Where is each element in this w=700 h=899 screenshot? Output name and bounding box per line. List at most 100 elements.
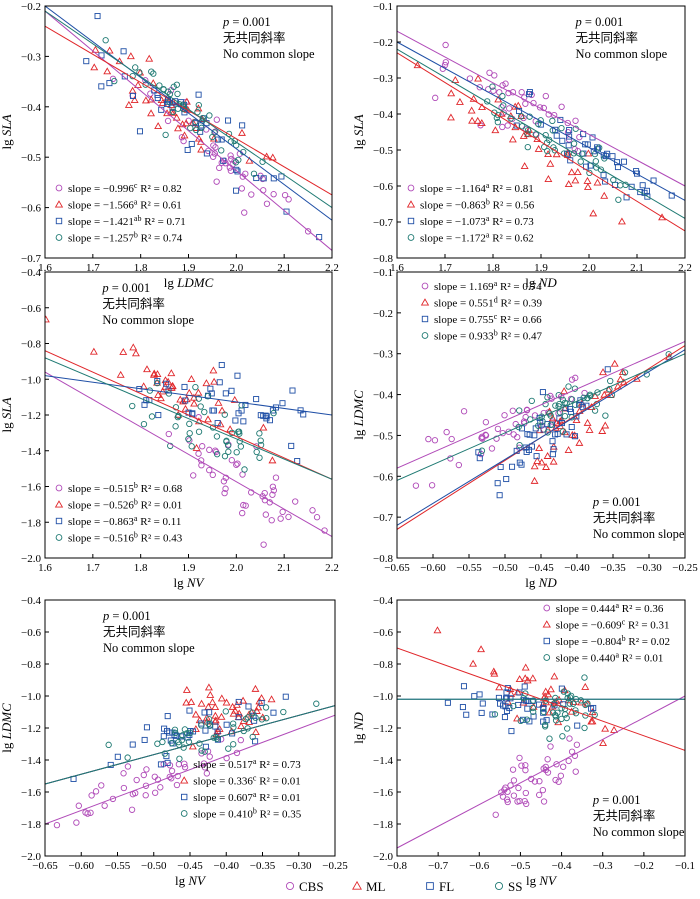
point-cbs bbox=[573, 741, 581, 748]
point-cbs bbox=[198, 750, 205, 757]
point-ml bbox=[543, 451, 552, 459]
point-ss bbox=[185, 435, 192, 443]
y-axis-label: lg ND bbox=[351, 712, 366, 744]
fit-line-fl bbox=[397, 349, 685, 526]
point-cbs bbox=[564, 119, 571, 127]
point-ss bbox=[564, 725, 571, 732]
point-ml bbox=[489, 667, 498, 675]
point-cbs bbox=[195, 450, 202, 457]
point-fl bbox=[590, 704, 597, 711]
point-ss bbox=[225, 448, 232, 455]
point-ml bbox=[564, 446, 573, 453]
point-cbs bbox=[488, 445, 496, 452]
point-ml bbox=[515, 675, 524, 683]
point-ml bbox=[181, 404, 190, 412]
point-fl bbox=[346, 415, 351, 420]
point-cbs bbox=[260, 187, 267, 194]
point-cbs bbox=[133, 776, 140, 784]
point-cbs bbox=[482, 419, 490, 426]
point-fl bbox=[559, 137, 566, 144]
point-ss bbox=[258, 716, 266, 723]
no-common-slope-cn: 无共同斜率 bbox=[103, 624, 166, 639]
x-tick-label: −0.50 bbox=[492, 562, 518, 574]
point-fl bbox=[245, 703, 252, 710]
point-ml bbox=[528, 674, 537, 682]
y-tick-label: −0.6 bbox=[21, 203, 41, 215]
point-cbs bbox=[486, 69, 493, 76]
point-fl bbox=[278, 173, 285, 180]
point-cbs bbox=[505, 428, 512, 435]
no-common-slope-en: No common slope bbox=[103, 641, 195, 655]
point-cbs bbox=[504, 798, 511, 806]
y-tick-label: −0.6 bbox=[373, 471, 393, 483]
point-fl bbox=[503, 476, 510, 483]
point-ml bbox=[469, 94, 478, 102]
no-common-slope-en: No common slope bbox=[593, 527, 685, 541]
point-ml bbox=[545, 708, 554, 716]
point-cbs bbox=[201, 764, 209, 771]
point-cbs bbox=[178, 134, 186, 141]
point-cbs bbox=[522, 789, 530, 797]
no-common-slope-cn: 无共同斜率 bbox=[102, 296, 165, 311]
legend-marker-fl bbox=[181, 793, 188, 801]
point-cbs bbox=[536, 791, 543, 799]
point-cbs bbox=[73, 819, 80, 826]
point-ss bbox=[173, 81, 181, 88]
point-cbs bbox=[518, 89, 525, 96]
point-fl bbox=[184, 146, 191, 154]
point-cbs bbox=[166, 773, 173, 781]
point-ml bbox=[172, 113, 181, 121]
point-cbs bbox=[154, 776, 162, 783]
point-cbs bbox=[490, 87, 497, 94]
point-cbs bbox=[572, 374, 579, 382]
legend-entry-ml: slope = 0.336c R² = 0.01 bbox=[193, 774, 301, 788]
legend-entry-ml: slope = −0.526b R² = 0.01 bbox=[68, 498, 182, 512]
y-axis-label: lg LDMC bbox=[0, 703, 14, 753]
point-ml bbox=[105, 46, 114, 54]
point-fl bbox=[525, 446, 532, 453]
point-cbs bbox=[238, 185, 245, 192]
point-ss bbox=[580, 394, 587, 401]
point-cbs bbox=[260, 541, 267, 548]
point-ml bbox=[214, 398, 223, 406]
point-ss bbox=[561, 413, 569, 420]
point-fl bbox=[521, 683, 528, 690]
point-cbs bbox=[237, 736, 244, 744]
point-ml bbox=[550, 672, 559, 680]
x-tick-label: 1.7 bbox=[438, 262, 452, 274]
point-ml bbox=[128, 86, 137, 94]
point-fl bbox=[222, 390, 229, 397]
point-ss bbox=[221, 453, 229, 460]
point-cbs bbox=[539, 786, 547, 794]
point-ss bbox=[565, 383, 572, 390]
point-cbs bbox=[227, 167, 235, 174]
y-tick-label: −1.6 bbox=[373, 787, 393, 799]
x-tick-label: 2.2 bbox=[325, 562, 339, 574]
legend-marker-ss bbox=[180, 810, 188, 817]
point-ss bbox=[587, 392, 594, 400]
point-fl bbox=[564, 150, 571, 157]
point-fl bbox=[129, 92, 136, 99]
point-ml bbox=[194, 104, 203, 112]
point-ss bbox=[559, 428, 567, 435]
point-ml bbox=[229, 709, 238, 717]
point-fl bbox=[279, 400, 286, 407]
point-fl bbox=[537, 121, 544, 128]
point-ml bbox=[230, 395, 239, 403]
point-ml bbox=[130, 96, 139, 103]
point-fl bbox=[571, 433, 579, 440]
y-tick-label: −0.1 bbox=[373, 267, 393, 279]
point-cbs bbox=[213, 178, 220, 185]
point-ml bbox=[573, 168, 582, 176]
point-ml bbox=[491, 126, 500, 134]
point-ss bbox=[205, 715, 213, 723]
point-fl bbox=[233, 166, 240, 173]
fit-line-cbs bbox=[45, 10, 332, 251]
point-fl bbox=[503, 689, 510, 696]
point-cbs bbox=[516, 754, 523, 762]
x-tick-label: −0.1 bbox=[675, 860, 695, 872]
legend-marker-ss bbox=[421, 332, 429, 339]
point-fl bbox=[234, 168, 241, 175]
legend-marker-ml bbox=[54, 200, 64, 208]
point-ss bbox=[150, 70, 157, 77]
